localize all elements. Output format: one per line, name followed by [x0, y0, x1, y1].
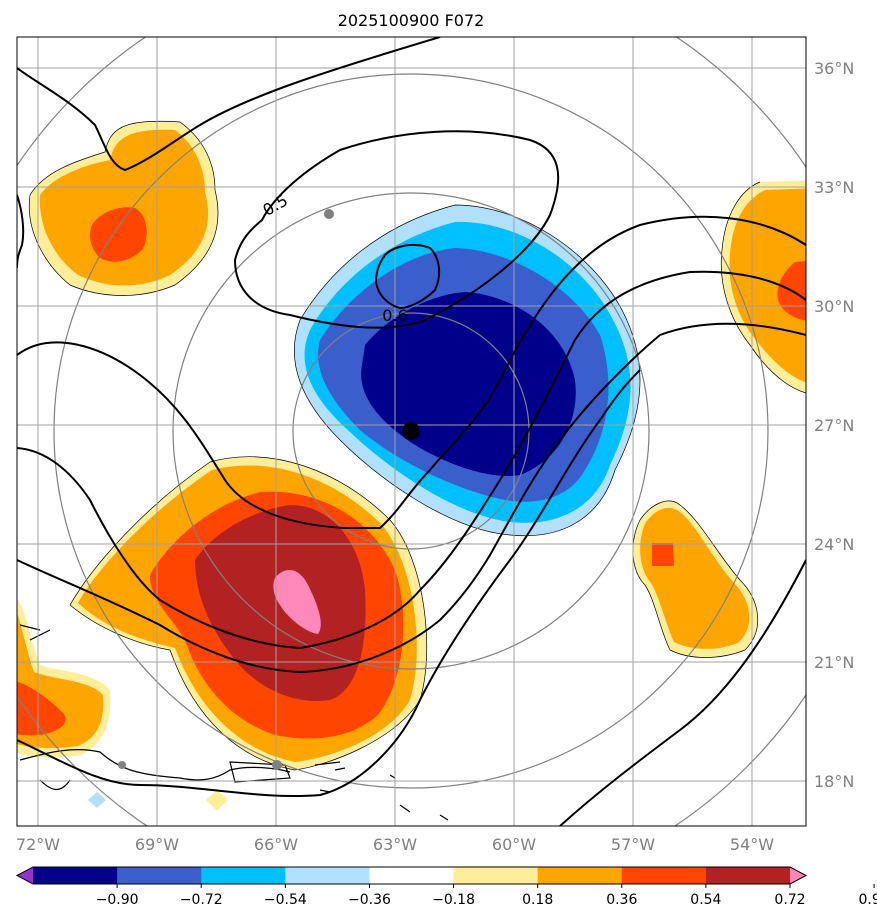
coastline-pr	[229, 761, 291, 783]
colorbar-segment-1	[33, 867, 118, 884]
contour-upper	[17, 37, 441, 172]
storm-center-marker	[402, 422, 420, 440]
anomaly-pos-sw-090	[273, 569, 321, 634]
colorbar-tick-label-2: −0.54	[264, 892, 307, 908]
colorbar-tick-label-9: 0.90	[859, 892, 877, 908]
colorbar-segment-5	[369, 867, 455, 884]
x-axis-ticks: 72°W 69°W 66°W 63°W 60°W 57°W 54°W	[16, 835, 774, 854]
map-frame	[16, 36, 807, 827]
colorbar-segment-8	[621, 867, 707, 884]
colorbar-segment-3	[201, 867, 286, 884]
coastline-islands1	[319, 774, 449, 821]
contour-mid	[17, 270, 806, 650]
y-tick-label-1: 33°N	[814, 178, 854, 197]
coastline-hispaniola	[19, 749, 291, 781]
colorbar-tick-label-3: −0.36	[348, 892, 391, 908]
contour-south	[17, 369, 641, 798]
anomaly-pos-w-054	[17, 681, 66, 736]
colorbar-extend-low	[17, 867, 33, 884]
x-tick-label-1: 69°W	[135, 835, 179, 854]
line-contours	[17, 37, 806, 826]
colorbar-tick-label-7: 0.54	[690, 892, 721, 908]
y-tick-label-3: 27°N	[814, 416, 854, 435]
x-tick-label-2: 66°W	[254, 835, 298, 854]
colorbar-tick-label-5: 0.18	[522, 892, 553, 908]
y-tick-label-5: 21°N	[814, 653, 854, 672]
colorbar-tick-label-8: 0.72	[774, 892, 805, 908]
contour-050	[233, 130, 560, 329]
outline-e	[720, 181, 806, 394]
anomaly-pos-se-054	[652, 543, 674, 566]
colorbar-tick-label-1: −0.72	[180, 892, 223, 908]
y-tick-label-0: 36°N	[814, 59, 854, 78]
coastline-bahamas	[19, 624, 51, 641]
point-marker-3	[118, 761, 126, 769]
outline-sw	[69, 456, 428, 771]
colorbar-segment-2	[117, 867, 202, 884]
contour-trough	[17, 215, 806, 529]
range-ring-3	[53, 73, 769, 789]
outline-blue	[293, 204, 641, 537]
range-ring-2	[172, 192, 650, 670]
contour-southeast	[559, 559, 806, 826]
colorbar-tick-label-4: −0.18	[432, 892, 475, 908]
y-tick-label-2: 30°N	[814, 297, 854, 316]
point-marker-2	[272, 760, 282, 770]
contour-060	[374, 243, 441, 310]
outline-se	[632, 500, 758, 658]
x-tick-label-3: 63°W	[373, 835, 417, 854]
colorbar-segment-4	[285, 867, 370, 884]
x-tick-label-5: 57°W	[611, 835, 655, 854]
x-tick-label-4: 60°W	[492, 835, 536, 854]
contour-label-060: 0.6	[382, 306, 407, 325]
colorbar-segment-7	[537, 867, 623, 884]
colorbar-outline	[15, 866, 808, 885]
coastline-cuba	[39, 779, 71, 790]
chart-title: 2025100900 F072	[338, 11, 485, 30]
colorbar-tick-label-0: −0.90	[96, 892, 139, 908]
outline-nw	[28, 120, 219, 296]
coastline-islands2	[314, 761, 346, 771]
colorbar-segment-9	[705, 867, 791, 884]
y-tick-label-6: 18°N	[814, 772, 854, 791]
x-tick-label-6: 54°W	[730, 835, 774, 854]
colorbar-extend-high	[790, 867, 806, 884]
colorbar-tick-label-6: 0.36	[606, 892, 637, 908]
y-tick-label-4: 24°N	[814, 535, 854, 554]
colorbar: −0.90 −0.72 −0.54 −0.36 −0.18 0.18 0.36 0.54 0.7…	[15, 866, 877, 908]
y-axis-ticks: 36°N 33°N 30°N 27°N 24°N 21°N 18°N	[814, 59, 854, 791]
spot-blue	[88, 792, 106, 808]
anomaly-pos-e-036	[729, 188, 806, 383]
contour-lower	[17, 322, 806, 674]
point-marker-1	[324, 209, 334, 219]
zero-contours	[28, 120, 806, 771]
colorbar-segment-6	[453, 867, 539, 884]
x-tick-label-0: 72°W	[16, 835, 60, 854]
coastlines	[19, 624, 449, 821]
spot-yellow	[206, 790, 228, 811]
